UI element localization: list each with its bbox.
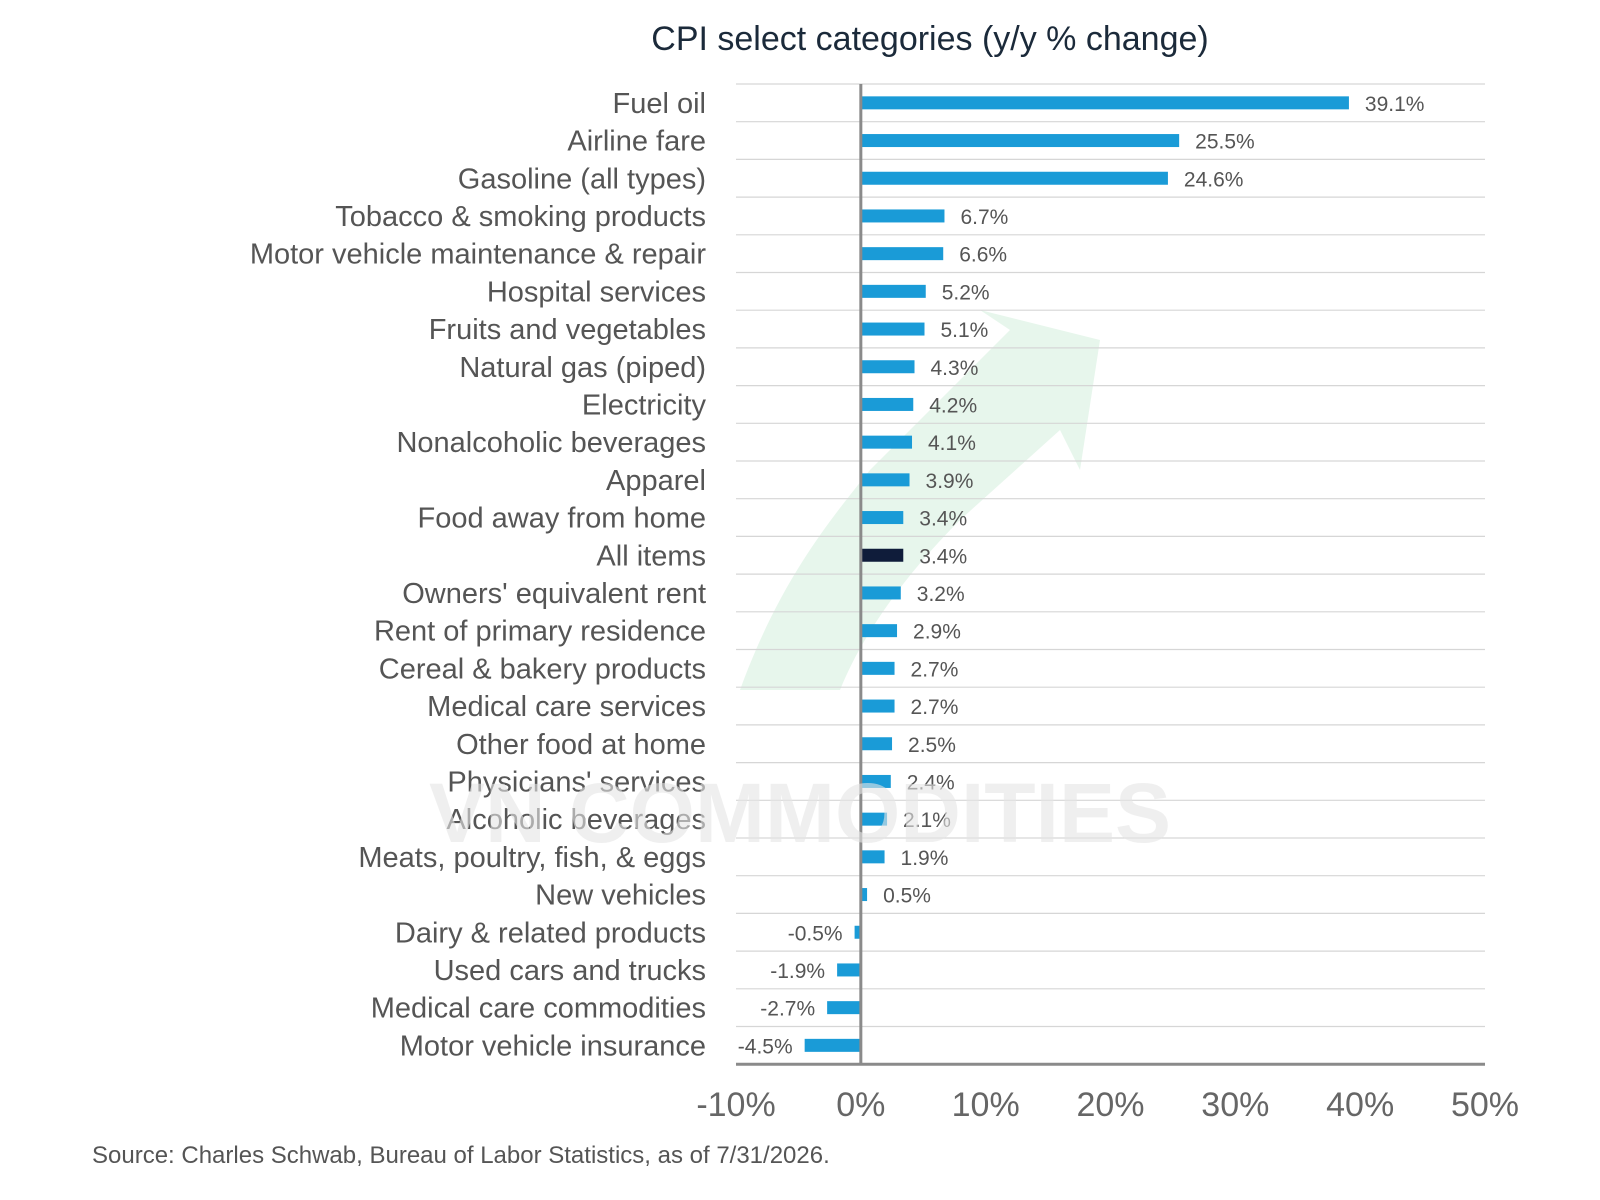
bar <box>860 322 925 336</box>
category-label: Natural gas (piped) <box>459 352 706 384</box>
bar <box>860 661 895 675</box>
category-label: Dairy & related products <box>395 917 706 949</box>
data-label: 2.1% <box>903 809 951 832</box>
bar <box>860 397 914 411</box>
data-label: 2.7% <box>911 696 959 719</box>
bar <box>860 812 888 826</box>
x-tick-label: 40% <box>1326 1086 1394 1124</box>
bar <box>827 1001 861 1015</box>
data-label: 2.9% <box>913 621 961 644</box>
bar <box>860 209 945 223</box>
data-label: 2.4% <box>907 771 955 794</box>
bar <box>860 96 1349 110</box>
category-label: Meats, poultry, fish, & eggs <box>358 842 706 874</box>
bar <box>854 925 861 939</box>
bar <box>860 134 1180 148</box>
category-label: Alcoholic beverages <box>446 804 706 836</box>
data-label: 2.5% <box>908 734 956 757</box>
data-label: 2.7% <box>911 658 959 681</box>
category-label: Airline fare <box>567 126 706 158</box>
category-labels: Fuel oil Airline fare Gasoline (all types)… <box>250 88 707 1062</box>
data-label: 0.5% <box>883 885 931 908</box>
bar <box>860 774 891 788</box>
data-label: 1.9% <box>901 847 949 870</box>
bar <box>860 548 904 562</box>
category-label: Used cars and trucks <box>434 955 706 987</box>
x-tick-label: -10% <box>696 1086 775 1124</box>
data-label: 3.4% <box>919 508 967 531</box>
bar <box>860 850 885 864</box>
data-label: 4.3% <box>931 357 979 380</box>
bar <box>860 586 901 600</box>
category-label: Tobacco & smoking products <box>335 201 706 233</box>
category-label: Nonalcoholic beverages <box>396 427 706 459</box>
category-label: Owners' equivalent rent <box>402 578 706 610</box>
data-label: 39.1% <box>1365 93 1425 116</box>
category-label: Gasoline (all types) <box>458 163 706 195</box>
x-tick-label: 10% <box>952 1086 1020 1124</box>
bar <box>860 435 913 449</box>
data-label: -1.9% <box>770 960 825 983</box>
watermark-text: VN COMMODITIES <box>429 766 1171 860</box>
data-label: 4.1% <box>928 432 976 455</box>
data-labels: 39.1% 25.5% 24.6% 6.7% 6.6% 5.2% 5.1% 4.3% 4.2% 4… <box>738 93 1425 1058</box>
bars <box>804 96 1349 1052</box>
category-label: All items <box>596 540 706 572</box>
category-label: Food away from home <box>417 503 706 535</box>
data-label: 3.4% <box>919 545 967 568</box>
data-label: 25.5% <box>1195 131 1255 154</box>
bar <box>860 888 868 902</box>
category-label: Cereal & bakery products <box>379 653 706 685</box>
data-label: 5.2% <box>942 281 990 304</box>
data-label: 6.7% <box>960 206 1008 229</box>
bar <box>860 737 893 751</box>
data-label: 6.6% <box>959 244 1007 267</box>
data-label: 3.2% <box>917 583 965 606</box>
x-tick-label: 0% <box>836 1086 885 1124</box>
data-label: 24.6% <box>1184 168 1244 191</box>
data-label: -2.7% <box>760 998 815 1021</box>
category-label: Fruits and vegetables <box>429 314 706 346</box>
category-label: Physicians' services <box>447 766 706 798</box>
bar <box>860 699 895 713</box>
data-label: 3.9% <box>926 470 974 493</box>
bar <box>804 1038 861 1052</box>
category-label: Other food at home <box>456 729 706 761</box>
category-label: Motor vehicle insurance <box>400 1030 706 1062</box>
data-label: -0.5% <box>788 922 843 945</box>
category-label: Electricity <box>582 389 707 421</box>
x-tick-labels: -10% 0% 10% 20% 30% 40% 50% <box>696 1086 1519 1124</box>
bar <box>860 473 910 487</box>
bar <box>837 963 861 977</box>
chart-title: CPI select categories (y/y % change) <box>651 20 1208 58</box>
bar <box>860 247 944 261</box>
data-label: 5.1% <box>940 319 988 342</box>
x-tick-label: 30% <box>1201 1086 1269 1124</box>
bar <box>860 511 904 525</box>
x-tick-label: 20% <box>1076 1086 1144 1124</box>
data-label: -4.5% <box>738 1035 793 1058</box>
data-label: 4.2% <box>929 394 977 417</box>
category-label: Rent of primary residence <box>374 616 706 648</box>
bar <box>860 284 926 298</box>
x-axis <box>736 84 1485 1066</box>
category-label: Medical care commodities <box>371 993 706 1025</box>
category-label: Apparel <box>606 465 706 497</box>
source-note: Source: Charles Schwab, Bureau of Labor … <box>92 1142 830 1169</box>
category-label: Hospital services <box>487 276 706 308</box>
category-label: Motor vehicle maintenance & repair <box>250 239 707 271</box>
category-label: Medical care services <box>427 691 706 723</box>
gridlines <box>736 83 1485 1065</box>
x-tick-label: 50% <box>1451 1086 1519 1124</box>
bar <box>860 360 915 374</box>
arrow-watermark-icon <box>740 310 1100 690</box>
category-label: Fuel oil <box>613 88 707 120</box>
category-label: New vehicles <box>535 880 706 912</box>
bar <box>860 624 898 638</box>
bar <box>860 171 1168 185</box>
